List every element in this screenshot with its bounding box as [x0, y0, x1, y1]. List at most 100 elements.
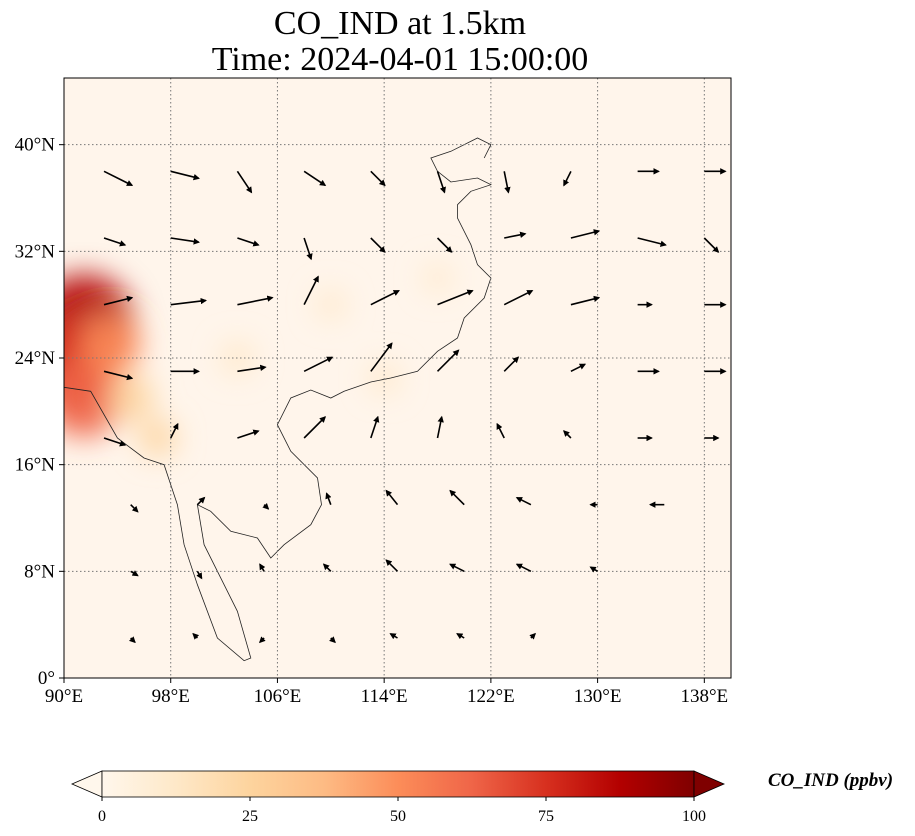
y-tick-label: 40°N [15, 135, 56, 156]
wind-arrow [237, 237, 260, 247]
wind-arrow [325, 492, 332, 505]
colorbar-tick-label: 100 [682, 808, 706, 825]
wind-arrow [436, 415, 444, 439]
wind-arrow [236, 170, 253, 194]
wind-arrow [196, 570, 203, 580]
wind-arrow [570, 295, 601, 306]
wind-arrow [456, 633, 465, 640]
wind-arrow [385, 489, 399, 506]
wind-arrow [303, 237, 313, 261]
y-tick-label: 16°N [15, 455, 56, 476]
wind-arrow [563, 170, 572, 187]
wind-arrow [259, 563, 266, 572]
wind-arrow [570, 363, 587, 373]
wind-arrow [303, 356, 334, 373]
x-tick-label: 106°E [254, 686, 302, 707]
colorbar-tick-label: 50 [390, 808, 406, 825]
map-title: CO_IND at 1.5km [273, 5, 527, 42]
colorbar-extend-min [70, 770, 103, 798]
co-hotspot [138, 419, 177, 457]
wind-arrow [237, 364, 267, 373]
colorbar-gradient [101, 770, 695, 798]
wind-arrow [385, 559, 399, 572]
wind-arrow [449, 489, 465, 506]
wind-arrow [129, 636, 136, 644]
colorbar-tick-label: 25 [242, 808, 258, 825]
wind-arrow [322, 563, 332, 572]
co-hotspot [107, 374, 155, 422]
wind-arrow [370, 342, 393, 372]
coastline [64, 137, 492, 662]
x-tick-label: 130°E [574, 686, 622, 707]
wind-arrow [303, 416, 327, 439]
x-tick-label: 98°E [152, 686, 190, 707]
co-hotspot [423, 264, 452, 292]
wind-arrow [170, 237, 200, 245]
wind-arrow [637, 237, 667, 247]
wind-arrow [589, 566, 599, 573]
concentration-field [64, 264, 452, 457]
wind-arrow [237, 295, 274, 306]
co-hotspot [64, 358, 124, 438]
wind-arrow [329, 636, 336, 644]
wind-arrow [103, 170, 134, 187]
wind-arrow [130, 570, 139, 577]
map-panel [63, 77, 732, 679]
wind-arrow [103, 437, 127, 447]
wind-arrow [303, 275, 319, 306]
wind-vectors [103, 168, 727, 644]
x-tick-label: 138°E [680, 686, 728, 707]
colorbar: 0 25 50 75 100 [70, 770, 726, 825]
colorbar-extend-max [693, 770, 726, 798]
map-frame [63, 77, 732, 679]
wind-arrow [703, 237, 720, 253]
wind-arrow [436, 349, 460, 372]
y-tick-label: 24°N [15, 348, 56, 369]
wind-arrow [237, 429, 260, 439]
colorbar-label: CO_IND (ppbv) [768, 770, 894, 791]
co-hotspot [316, 290, 346, 320]
wind-arrow [436, 237, 453, 253]
wind-arrow [449, 563, 465, 573]
wind-arrow [503, 356, 520, 372]
wind-arrow [436, 171, 446, 194]
wind-arrow [103, 370, 134, 381]
wind-arrow [103, 295, 134, 306]
x-tick-label: 90°E [45, 686, 83, 707]
wind-arrow [515, 496, 532, 506]
wind-arrow [262, 502, 270, 510]
x-tick-label: 122°E [467, 686, 515, 707]
wind-arrow [258, 636, 266, 644]
wind-arrow [503, 289, 534, 306]
wind-arrow [303, 170, 327, 187]
x-tick-label: 114°E [361, 686, 408, 707]
wind-arrow [370, 289, 400, 306]
wind-arrow [496, 422, 505, 439]
y-tick-label: 32°N [15, 241, 56, 262]
wind-arrow [103, 237, 127, 247]
wind-arrow [130, 504, 139, 513]
wind-arrow [170, 297, 207, 306]
wind-arrow [529, 632, 537, 640]
co-hotspot [80, 314, 141, 375]
wind-arrow [570, 229, 601, 239]
wind-arrow [370, 237, 386, 253]
wind-arrow [563, 430, 572, 439]
map-axes: 90°E 98°E 106°E 114°E 122°E 130°E 138°E 0° 8°N 16… [15, 135, 729, 707]
wind-arrow [170, 422, 179, 439]
wind-arrow [192, 632, 200, 640]
wind-arrow [170, 170, 200, 181]
map-subtitle-time: Time: 2024-04-01 15:00:00 [211, 41, 589, 78]
wind-arrow [515, 563, 532, 573]
wind-arrow [370, 415, 380, 439]
wind-arrow [389, 633, 398, 640]
wind-arrow [370, 170, 386, 187]
wind-arrow [437, 289, 474, 306]
colorbar-tick-label: 0 [98, 808, 106, 825]
wind-arrow [196, 496, 206, 506]
wind-arrow [503, 171, 511, 194]
colorbar-tick-label: 75 [538, 808, 554, 825]
wind-arrow [504, 231, 527, 239]
y-tick-label: 0° [38, 668, 55, 689]
